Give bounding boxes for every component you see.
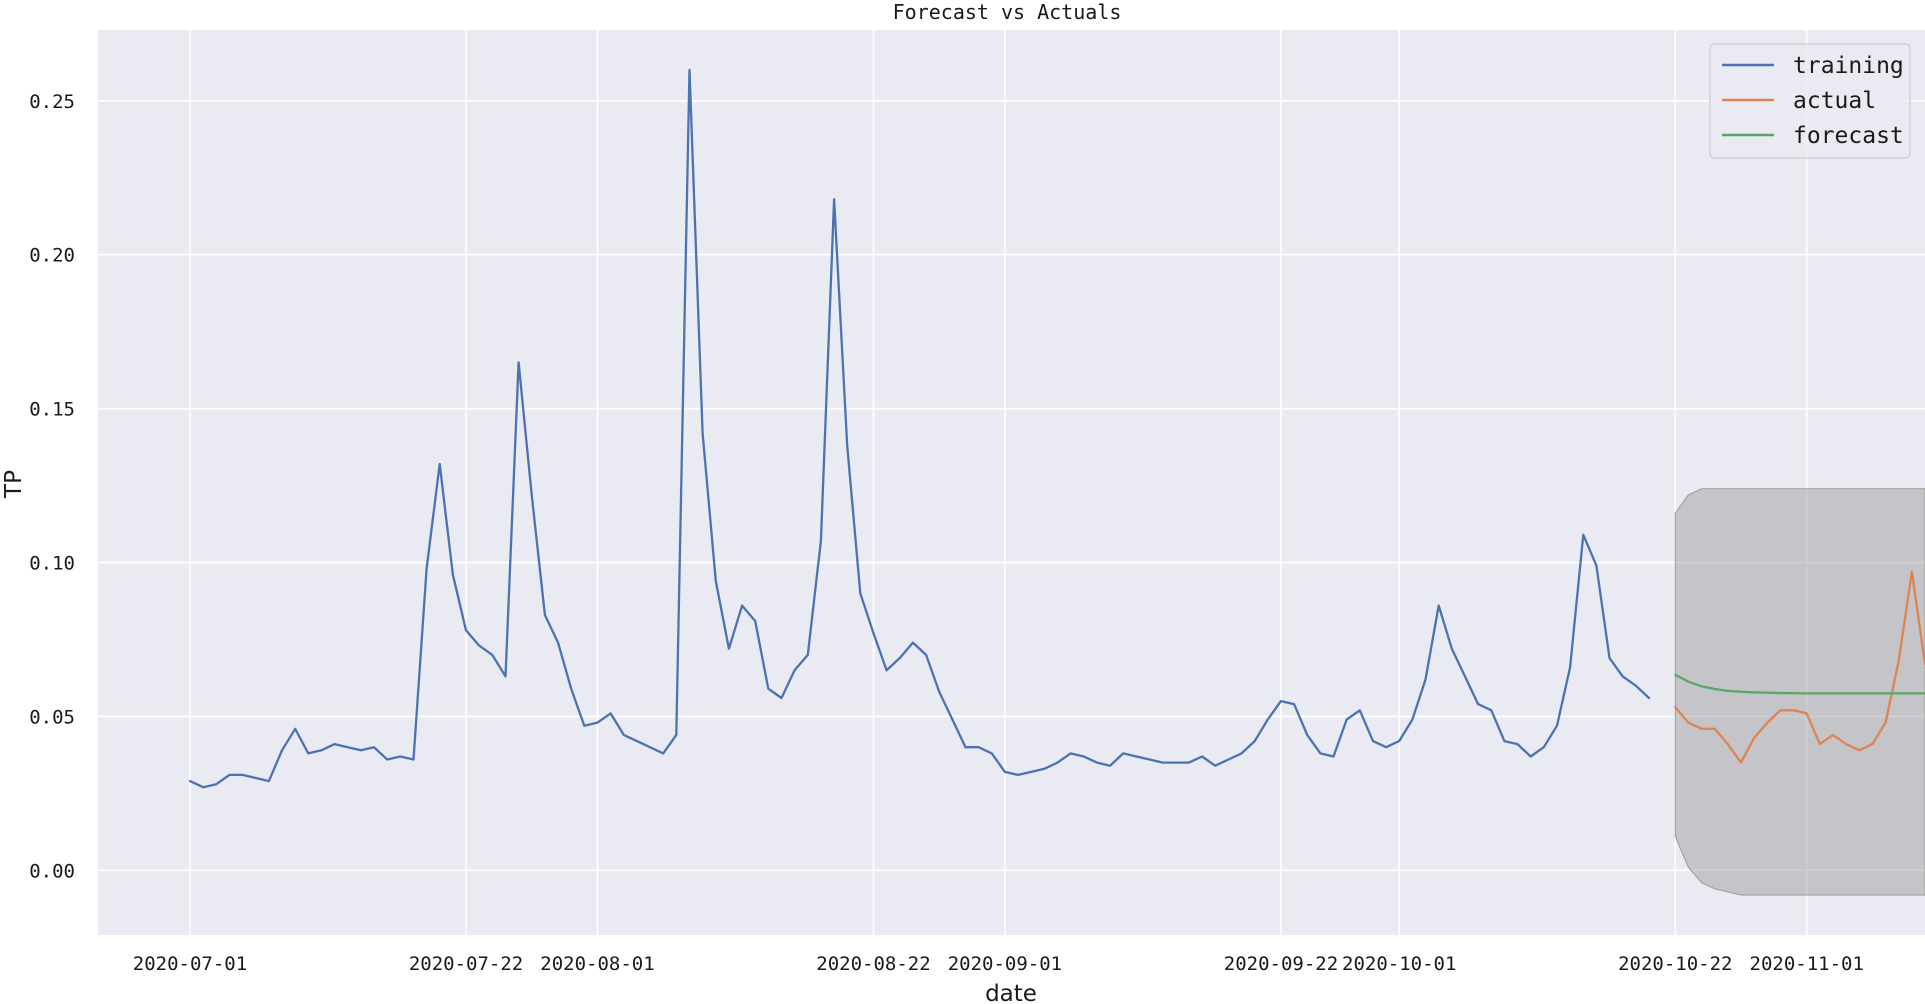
- y-axis-label: TP: [1, 470, 27, 499]
- y-tick-labels: 0.00 0.05 0.10 0.15 0.20 0.25: [29, 91, 75, 883]
- x-tick-label: 2020-07-01: [133, 953, 247, 975]
- legend-box: [1709, 43, 1911, 159]
- x-tick-label: 2020-11-01: [1750, 953, 1864, 975]
- y-tick-label: 0.00: [29, 860, 75, 882]
- x-tick-label: 2020-07-22: [409, 953, 523, 975]
- legend: training actual forecast: [1709, 43, 1911, 159]
- plot-background: [98, 30, 1925, 935]
- legend-label-actual: actual: [1793, 88, 1876, 114]
- y-tick-label: 0.10: [29, 553, 75, 575]
- x-tick-label: 2020-08-22: [816, 953, 930, 975]
- y-tick-label: 0.15: [29, 399, 75, 421]
- x-tick-label: 2020-10-01: [1342, 953, 1456, 975]
- confidence-band: [1674, 488, 1925, 896]
- x-tick-labels: 2020-07-01 2020-07-22 2020-08-01 2020-08-22…: [133, 953, 1864, 975]
- x-axis-label: date: [985, 981, 1037, 1004]
- x-tick-label: 2020-09-22: [1224, 953, 1338, 975]
- legend-label-forecast: forecast: [1793, 123, 1904, 149]
- x-tick-label: 2020-10-22: [1618, 953, 1732, 975]
- y-tick-label: 0.25: [29, 91, 75, 113]
- x-tick-label: 2020-08-01: [540, 953, 654, 975]
- series-line-actual: [1674, 570, 1925, 764]
- y-tick-label: 0.05: [29, 706, 75, 728]
- legend-label-training: training: [1793, 53, 1904, 79]
- chart-title: Forecast vs Actuals: [893, 0, 1122, 24]
- series-line-training: [188, 68, 1651, 789]
- series-lines-layer: [188, 68, 1925, 789]
- series-line-forecast: [1674, 673, 1925, 695]
- y-tick-label: 0.20: [29, 245, 75, 267]
- confidence-band-layer: [1674, 488, 1925, 896]
- x-tick-label: 2020-09-01: [948, 953, 1062, 975]
